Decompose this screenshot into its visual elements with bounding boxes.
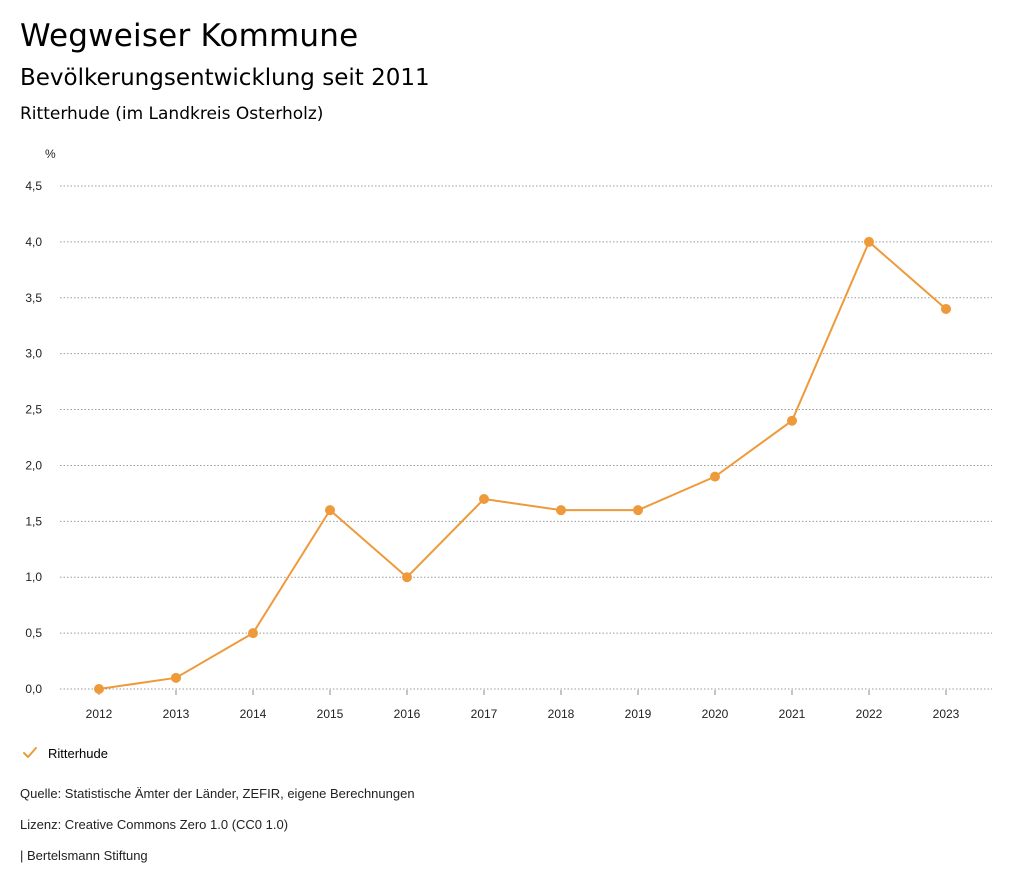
x-axis: 2012 2013 2014 2015 2016 2017 2018 2019 2020 2021… xyxy=(86,690,960,721)
check-icon xyxy=(23,747,37,758)
x-tick-label: 2023 xyxy=(933,707,960,721)
legend-item-ritterhude[interactable]: Ritterhude xyxy=(22,745,108,761)
data-point xyxy=(402,572,412,583)
line-chart: % 0,0 0,5 1,0 1,5 2,0 2,5 3,0 3,5 4,0 4,5 2012 2013… xyxy=(25,147,992,721)
y-tick-label: 4,0 xyxy=(25,235,42,249)
data-point xyxy=(325,505,335,516)
x-tick-label: 2014 xyxy=(240,707,267,721)
data-point xyxy=(556,505,566,516)
chart-subtitle: Bevölkerungsentwicklung seit 2011 xyxy=(20,65,430,91)
series-line xyxy=(98,240,947,690)
data-point xyxy=(94,684,104,694)
data-point xyxy=(479,493,489,504)
data-point xyxy=(787,415,797,426)
x-tick-label: 2017 xyxy=(471,707,498,721)
x-tick-label: 2016 xyxy=(394,707,421,721)
page-title: Wegweiser Kommune xyxy=(20,18,359,54)
data-point xyxy=(171,672,181,683)
x-tick-label: 2018 xyxy=(548,707,575,721)
y-tick-label: 2,0 xyxy=(25,458,42,472)
x-tick-label: 2013 xyxy=(163,707,190,721)
data-point xyxy=(941,303,951,314)
source-note: Quelle: Statistische Ämter der Länder, Z… xyxy=(20,786,415,801)
y-tick-label: 4,5 xyxy=(25,179,42,193)
grid-lines xyxy=(60,185,992,690)
y-tick-label: 3,0 xyxy=(25,347,42,361)
y-tick-label: 3,5 xyxy=(25,291,42,305)
data-point xyxy=(864,236,874,247)
series-layer xyxy=(94,236,951,694)
region-label: Ritterhude (im Landkreis Osterholz) xyxy=(20,104,324,124)
x-tick-label: 2015 xyxy=(317,707,344,721)
y-axis: % 0,0 0,5 1,0 1,5 2,0 2,5 3,0 3,5 4,0 4,5 xyxy=(25,147,56,696)
y-tick-label: 0,5 xyxy=(25,626,42,640)
y-tick-label: 1,0 xyxy=(25,570,42,584)
x-tick-label: 2020 xyxy=(702,707,729,721)
data-point xyxy=(248,628,258,639)
x-tick-label: 2021 xyxy=(779,707,806,721)
license-note: Lizenz: Creative Commons Zero 1.0 (CC0 1… xyxy=(20,817,289,832)
x-tick-label: 2019 xyxy=(625,707,652,721)
data-point xyxy=(633,505,643,516)
legend-label: Ritterhude xyxy=(48,745,108,761)
publisher-note: | Bertelsmann Stiftung xyxy=(20,848,148,863)
data-point xyxy=(710,471,720,482)
y-unit-label: % xyxy=(45,147,56,161)
x-tick-label: 2012 xyxy=(86,707,113,721)
y-tick-label: 1,5 xyxy=(25,514,42,528)
y-tick-label: 0,0 xyxy=(25,682,42,696)
y-tick-label: 2,5 xyxy=(25,403,42,417)
x-tick-label: 2022 xyxy=(856,707,883,721)
